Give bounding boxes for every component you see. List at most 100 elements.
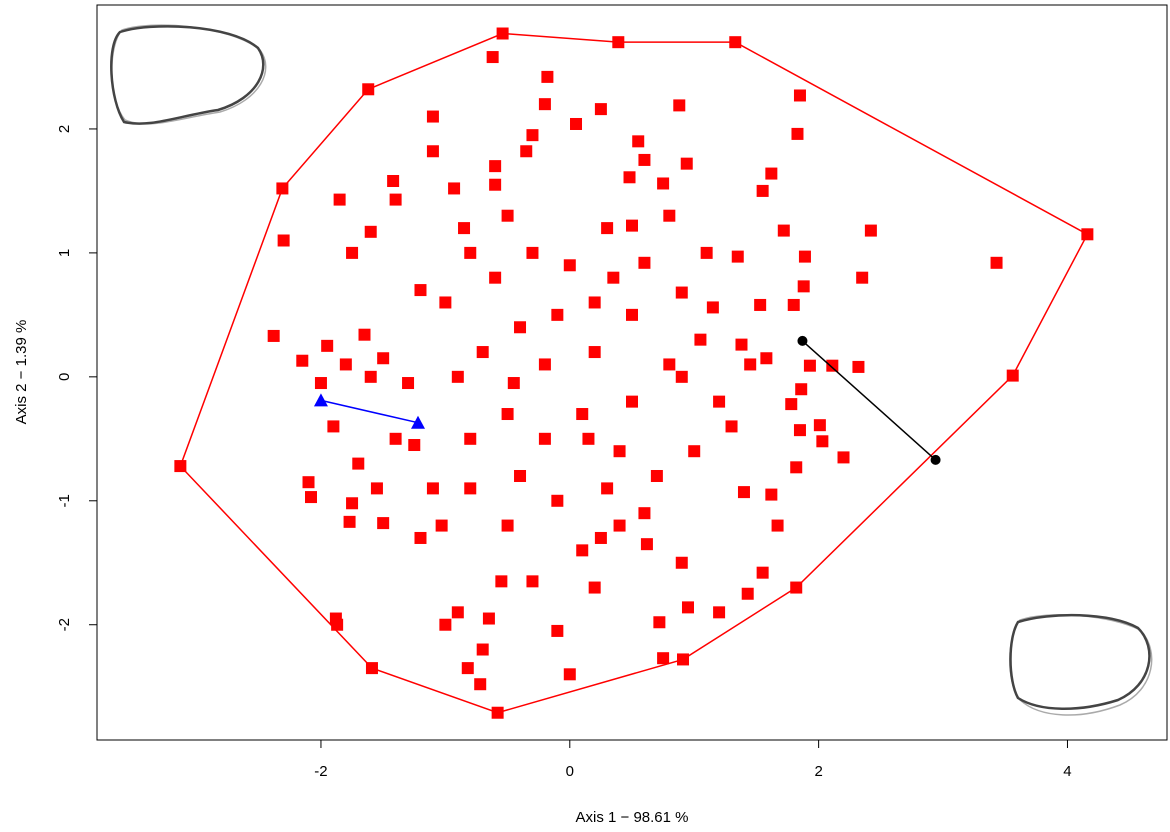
point xyxy=(426,482,439,495)
point xyxy=(588,346,601,359)
point xyxy=(675,286,688,299)
point xyxy=(1081,228,1094,241)
point xyxy=(1006,369,1019,382)
point xyxy=(816,435,829,448)
point xyxy=(706,301,719,314)
point xyxy=(389,193,402,206)
point xyxy=(538,432,551,445)
point xyxy=(594,531,607,544)
point xyxy=(448,182,461,195)
point xyxy=(302,476,315,489)
point xyxy=(389,432,402,445)
point xyxy=(495,575,508,588)
point xyxy=(626,308,638,321)
point xyxy=(640,538,653,551)
y-tick-label: -2 xyxy=(56,618,73,631)
shape-outline xyxy=(110,24,267,125)
point xyxy=(482,612,495,625)
point xyxy=(464,482,477,495)
point xyxy=(426,110,439,123)
point xyxy=(741,587,754,600)
point xyxy=(352,457,365,470)
point xyxy=(623,171,636,184)
point xyxy=(296,354,309,367)
point xyxy=(638,153,651,166)
point xyxy=(514,321,527,334)
point xyxy=(795,383,808,396)
point xyxy=(771,519,784,532)
x-tick-label: 0 xyxy=(566,763,574,780)
point xyxy=(551,308,564,321)
point xyxy=(765,167,778,180)
point xyxy=(276,182,289,195)
point xyxy=(358,328,371,341)
y-tick-label: 1 xyxy=(56,249,73,257)
point xyxy=(700,246,713,259)
point xyxy=(607,271,620,284)
point xyxy=(864,224,877,237)
point xyxy=(364,370,377,383)
point xyxy=(713,395,726,408)
point xyxy=(657,177,670,190)
point xyxy=(803,359,816,372)
point xyxy=(526,575,539,588)
point xyxy=(526,246,539,259)
x-tick-label: -2 xyxy=(314,763,327,780)
point xyxy=(414,531,427,544)
point xyxy=(576,408,589,421)
point xyxy=(756,184,769,197)
connector-line xyxy=(801,340,937,461)
point xyxy=(632,135,645,148)
point xyxy=(501,519,514,532)
point xyxy=(305,491,317,504)
point xyxy=(491,706,504,719)
x-axis-label: Axis 1 − 98.61 % xyxy=(576,809,689,826)
point xyxy=(387,175,400,188)
point xyxy=(538,98,551,111)
point xyxy=(362,83,375,96)
x-tick-label: 2 xyxy=(814,763,822,780)
point xyxy=(339,358,352,371)
point xyxy=(790,461,803,474)
point xyxy=(837,451,850,464)
point xyxy=(501,209,514,222)
plot-frame xyxy=(96,4,1168,741)
point xyxy=(729,36,742,49)
point xyxy=(797,335,808,346)
point xyxy=(364,225,377,238)
connector-line xyxy=(320,399,419,424)
point xyxy=(653,616,666,629)
point xyxy=(785,398,798,411)
point xyxy=(594,103,607,116)
point xyxy=(638,507,651,520)
point xyxy=(990,256,1003,269)
point xyxy=(520,145,533,158)
point xyxy=(663,209,676,222)
point xyxy=(826,359,839,372)
point xyxy=(489,160,502,173)
point xyxy=(538,358,551,371)
point xyxy=(507,377,520,390)
point xyxy=(541,70,554,83)
point xyxy=(588,296,601,309)
point xyxy=(813,419,826,432)
point xyxy=(638,256,651,269)
point xyxy=(852,360,865,373)
point xyxy=(582,432,595,445)
point xyxy=(588,581,601,594)
point xyxy=(327,420,340,433)
point xyxy=(474,678,487,691)
point xyxy=(765,488,778,501)
point xyxy=(464,432,477,445)
point xyxy=(489,178,502,191)
point xyxy=(675,556,688,569)
point xyxy=(677,653,690,666)
point xyxy=(489,271,502,284)
point xyxy=(626,219,638,232)
point xyxy=(426,145,439,158)
point xyxy=(731,250,744,263)
point xyxy=(414,284,427,297)
point xyxy=(675,370,688,383)
